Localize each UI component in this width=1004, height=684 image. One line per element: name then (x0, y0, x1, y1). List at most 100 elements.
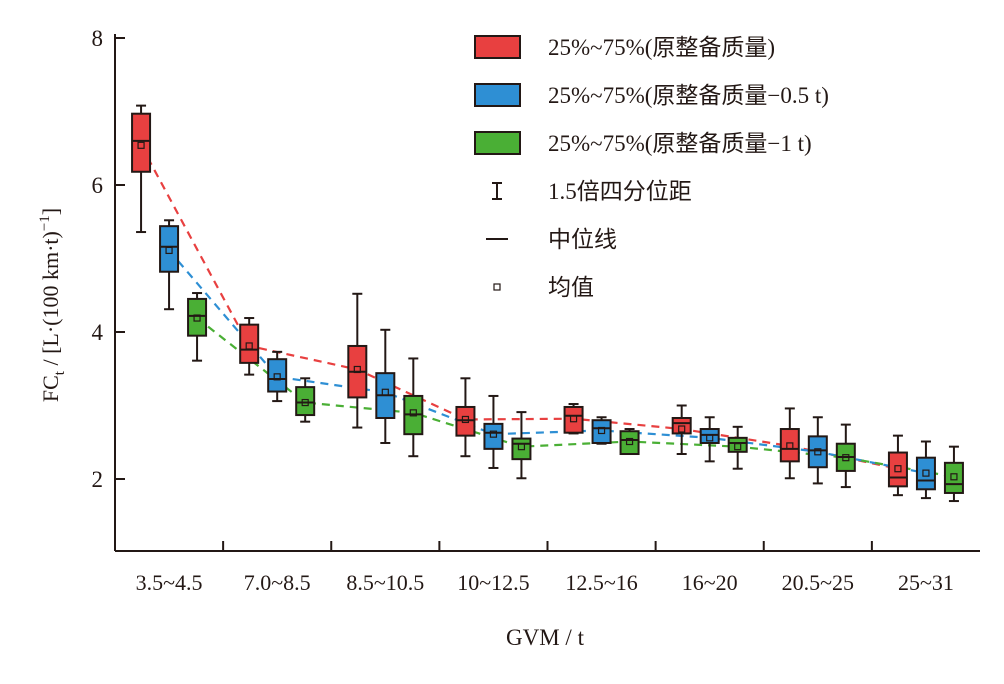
x-tick-label: 25~31 (898, 570, 954, 595)
x-tick-label: 16~20 (682, 570, 738, 595)
iqr-box (619, 430, 640, 456)
y-label-main: FC (38, 375, 63, 402)
x-tick-label: 7.0~8.5 (244, 570, 311, 595)
box-plot-item (591, 416, 612, 445)
mean-trend-line (140, 144, 899, 470)
mean-marker (842, 454, 850, 462)
iqr-box (807, 435, 828, 469)
iqr-box (239, 323, 260, 364)
y-label-end: ] (38, 208, 63, 215)
box-plot-item (619, 428, 640, 456)
box-plot-item (563, 403, 584, 435)
mean-marker (678, 425, 686, 433)
x-tick-label: 10~12.5 (457, 570, 529, 595)
box-plot-item (671, 404, 692, 456)
iqr-box (483, 422, 504, 450)
mean-marker (489, 430, 498, 438)
x-tick-label: 8.5~10.5 (346, 570, 424, 595)
y-label-sup: −1 (37, 215, 53, 231)
box-plot-item (403, 357, 424, 458)
iqr-box (943, 461, 964, 494)
x-tick-label: 12.5~16 (565, 570, 637, 595)
box-plot-item (483, 394, 504, 469)
mean-marker (814, 448, 822, 456)
legend-label: 25%~75%(原整备质量−1 t) (548, 131, 812, 156)
mean-marker (786, 442, 794, 450)
iqr-box (267, 358, 288, 393)
iqr-box (187, 297, 208, 337)
iqr-box (887, 451, 908, 488)
iqr-box (455, 405, 476, 437)
box-plot-item (915, 440, 936, 500)
legend-label: 25%~75%(原整备质量−0.5 t) (548, 83, 829, 108)
box-plot-item (887, 434, 908, 497)
mean-marker (193, 314, 201, 322)
legend-label: 均值 (548, 275, 594, 300)
y-tick-label: 4 (92, 320, 104, 345)
legend-label: 25%~75%(原整备质量) (548, 35, 775, 60)
mean-trend-line (168, 249, 927, 475)
legend-swatch-series-2 (474, 83, 521, 107)
box-plot-item (267, 350, 288, 403)
legend-swatch-series-1 (474, 35, 521, 59)
mean-marker (894, 465, 902, 473)
y-label-sub: t (52, 370, 68, 375)
iqr-box (159, 225, 180, 273)
box-plot-item (727, 425, 748, 470)
mean-marker (301, 398, 309, 407)
box-plot-item (187, 292, 208, 362)
mean-marker (706, 434, 714, 442)
iqr-box (699, 428, 720, 444)
y-tick-label: 2 (92, 467, 104, 492)
x-axis-label: GVM / t (506, 625, 585, 650)
box-plot-item (943, 445, 964, 503)
iqr-box (591, 419, 612, 444)
mean-marker (597, 426, 606, 435)
y-tick-label: 6 (92, 173, 104, 198)
y-tick-label: 8 (92, 26, 104, 51)
x-tick-label: 20.5~25 (782, 570, 854, 595)
box-plot-item (455, 377, 476, 458)
mean-marker (165, 246, 173, 255)
mean-trend-line (196, 317, 955, 478)
mean-trend-lines (140, 144, 955, 478)
mean-marker (950, 473, 958, 481)
mean-marker (734, 443, 742, 451)
box-plot-item (131, 104, 152, 234)
iqr-box (511, 437, 532, 461)
axes: 2 4 6 8 3.5~4.5 7.0~8.5 8.5~10.5 10~12.5 12.5~16… (92, 26, 980, 595)
box-plot-item (511, 411, 532, 480)
box-plot-item (159, 219, 180, 311)
mean-marker (353, 365, 361, 374)
iqr-box (915, 456, 936, 491)
y-label-rest: / [L·(100 km·t) (38, 231, 63, 371)
box-plot-item (699, 416, 720, 463)
mean-marker (245, 342, 253, 350)
legend-swatch-series-3 (474, 131, 521, 155)
box-plot-item (375, 328, 396, 444)
box-plot-item (347, 292, 368, 429)
y-axis-label: FCt / [L·(100 km·t)−1] (37, 208, 68, 402)
mean-marker (569, 415, 578, 423)
iqr-box (779, 428, 800, 463)
mean-marker (461, 415, 470, 424)
iqr-box (295, 386, 316, 417)
box-plot-item (295, 377, 316, 423)
legend-label: 中位线 (548, 227, 617, 252)
iqr-box (563, 405, 584, 434)
legend: 25%~75%(原整备质量) 25%~75%(原整备质量−0.5 t) 25%~75… (474, 35, 829, 300)
mean-marker (922, 469, 930, 477)
box-plot-item (239, 317, 260, 376)
mean-marker (137, 141, 145, 149)
mean-marker (517, 443, 526, 451)
mean-marker (273, 373, 281, 381)
mean-marker (381, 388, 389, 396)
mean-marker (409, 409, 417, 417)
legend-mean-icon (493, 283, 501, 291)
box-plot-item (835, 423, 856, 489)
box-plot-item (779, 407, 800, 480)
iqr-box (727, 436, 748, 453)
boxes (131, 104, 964, 503)
box-plot-item (807, 416, 828, 485)
